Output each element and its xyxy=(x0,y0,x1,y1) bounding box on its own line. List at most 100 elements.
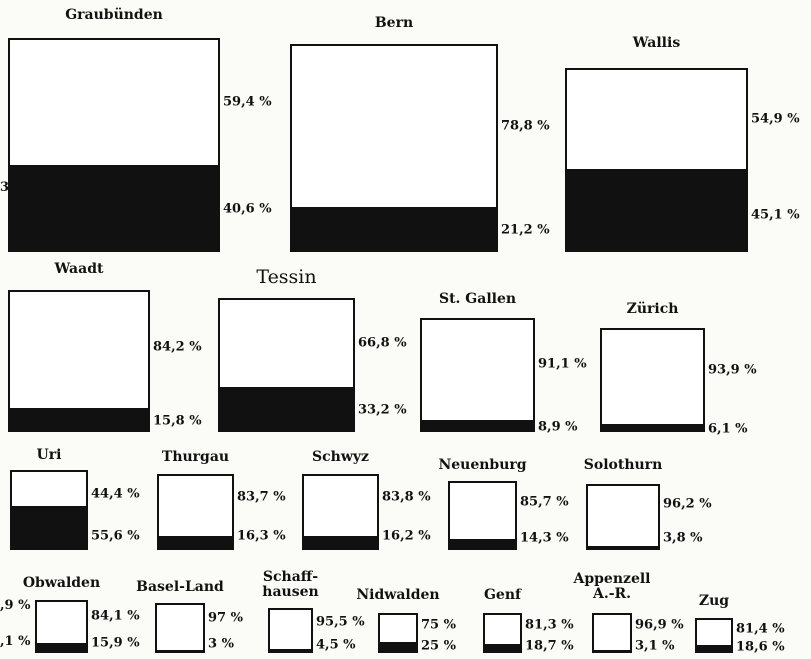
cropped-label: ,1 % xyxy=(0,634,31,649)
value-label: 6,1 % xyxy=(708,421,748,437)
canton-box xyxy=(483,613,522,653)
upper-part xyxy=(588,486,658,546)
canton-box xyxy=(420,318,535,432)
value-label: 85,7 % xyxy=(520,494,569,510)
upper-part xyxy=(292,46,496,207)
canton-box xyxy=(268,608,313,653)
canton-box xyxy=(8,38,220,252)
value-label: 91,1 % xyxy=(538,356,587,372)
canton-name: Wallis xyxy=(632,35,681,51)
canton-box xyxy=(600,328,705,432)
value-label: 44,4 % xyxy=(91,486,140,502)
canton-name: Graubünden xyxy=(65,7,163,23)
value-label: 3,1 % xyxy=(635,638,675,654)
value-label: 16,2 % xyxy=(382,528,431,544)
canton-box xyxy=(218,298,355,432)
value-label: 18,7 % xyxy=(525,638,574,654)
lower-part xyxy=(450,538,515,548)
lower-part xyxy=(602,423,703,430)
canton-box xyxy=(10,470,88,550)
value-label: 45,1 % xyxy=(751,207,800,223)
canton-name: Schwyz xyxy=(312,449,369,465)
value-label: 81,4 % xyxy=(736,621,785,636)
value-label: 84,2 % xyxy=(153,339,202,355)
lower-part xyxy=(10,164,218,250)
cropped-label: ,9 % xyxy=(0,598,31,613)
value-label: 83,8 % xyxy=(382,489,431,505)
canton-box xyxy=(592,613,632,653)
value-label: 18,6 % xyxy=(736,639,785,655)
canton-name: Schaff- hausen xyxy=(262,569,319,600)
lower-part xyxy=(12,505,86,548)
value-label: 84,1 % xyxy=(91,608,140,624)
canton-name: Obwalden xyxy=(22,575,101,591)
value-label: 40,6 % xyxy=(223,201,272,217)
upper-part xyxy=(697,620,731,646)
canton-box xyxy=(448,481,517,550)
canton-name: Neuenburg xyxy=(438,457,527,473)
upper-part xyxy=(220,300,353,387)
upper-part xyxy=(485,615,520,645)
canton-name: Waadt xyxy=(54,261,104,277)
canton-name: Zug xyxy=(698,593,730,609)
value-label: 95,5 % xyxy=(316,614,365,629)
lower-part xyxy=(588,545,658,548)
upper-part xyxy=(304,476,377,537)
upper-part xyxy=(37,602,86,644)
value-label: 96,9 % xyxy=(635,617,684,633)
canton-name: St. Gallen xyxy=(438,291,517,307)
canton-name: Genf xyxy=(483,587,522,603)
canton-name: Uri xyxy=(36,447,62,463)
canton-box xyxy=(157,474,234,550)
lower-part xyxy=(697,645,731,651)
value-label: 96,2 % xyxy=(663,496,712,512)
canton-name: Basel-Land xyxy=(136,579,224,595)
upper-part xyxy=(602,330,703,424)
upper-part xyxy=(380,615,416,642)
value-label: 4,5 % xyxy=(316,637,356,653)
canton-name: Nidwalden xyxy=(356,587,440,603)
value-label: 66,8 % xyxy=(358,335,407,351)
value-label: 75 % xyxy=(421,617,456,633)
canton-name: Solothurn xyxy=(583,457,663,473)
upper-part xyxy=(159,476,232,537)
upper-part xyxy=(157,605,203,650)
upper-part xyxy=(12,472,86,506)
lower-part xyxy=(292,206,496,250)
value-label: 59,4 % xyxy=(223,94,272,110)
value-label: 14,3 % xyxy=(520,530,569,546)
canton-name: Bern xyxy=(374,15,414,31)
lower-part xyxy=(567,168,746,250)
lower-part xyxy=(485,644,520,651)
value-label: 55,6 % xyxy=(91,528,140,544)
upper-part xyxy=(594,615,630,650)
upper-part xyxy=(270,610,311,650)
lower-part xyxy=(220,386,353,430)
value-label: 83,7 % xyxy=(237,489,286,505)
value-label: 16,3 % xyxy=(237,528,286,544)
lower-part xyxy=(304,536,377,548)
canton-box xyxy=(378,613,418,653)
upper-part xyxy=(10,292,148,409)
value-label: 33,2 % xyxy=(358,402,407,418)
value-label: 81,3 % xyxy=(525,617,574,633)
value-label: 97 % xyxy=(208,610,243,626)
value-label: 78,8 % xyxy=(501,118,550,134)
lower-part xyxy=(157,649,203,651)
upper-part xyxy=(10,40,218,165)
upper-part xyxy=(567,70,746,169)
canton-box xyxy=(695,618,733,653)
lower-part xyxy=(270,649,311,651)
value-label: 3 % xyxy=(208,636,234,652)
canton-box xyxy=(35,600,88,653)
lower-part xyxy=(37,643,86,651)
upper-part xyxy=(422,320,533,421)
value-label: 25 % xyxy=(421,638,456,654)
canton-box xyxy=(155,603,205,653)
value-label: 93,9 % xyxy=(708,362,757,378)
canton-box xyxy=(565,68,748,252)
lower-part xyxy=(159,536,232,548)
value-label: 8,9 % xyxy=(538,419,578,435)
value-label: 3,8 % xyxy=(663,530,703,546)
